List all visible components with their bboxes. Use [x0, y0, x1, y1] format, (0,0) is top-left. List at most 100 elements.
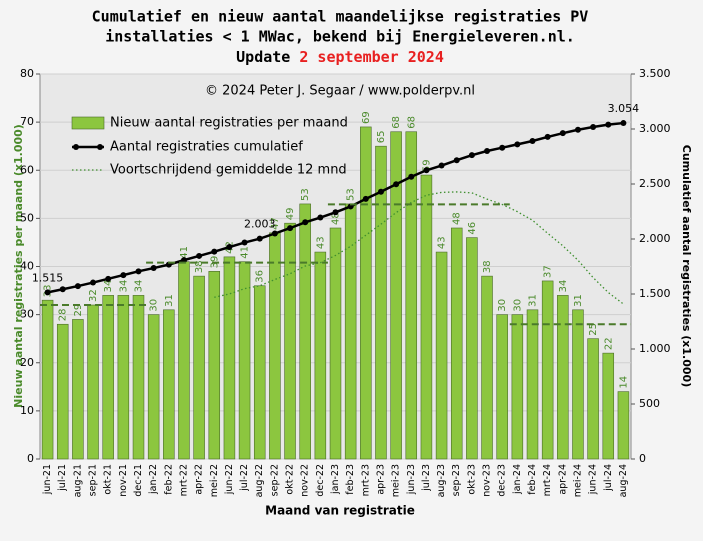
bar-label: 53 [300, 188, 311, 201]
x-tick-label: okt-23 [466, 464, 477, 495]
x-tick-label: aug-24 [618, 464, 629, 497]
bar-label: 34 [118, 280, 129, 293]
chart-title: Cumulatief en nieuw aantal maandelijkse … [92, 8, 589, 26]
y-tick-label: 10 [20, 404, 34, 417]
legend-marker [73, 144, 79, 150]
x-tick-label: dec-23 [497, 464, 508, 497]
x-tick-label: nov-23 [482, 464, 493, 497]
x-tick-label: apr-22 [194, 464, 205, 495]
update-date: 2 september 2024 [299, 48, 444, 66]
line-marker [59, 286, 66, 293]
line-marker [544, 133, 551, 140]
line-marker [574, 126, 581, 133]
bar [405, 131, 418, 460]
x-tick-label: jan-24 [512, 464, 523, 495]
bar [602, 352, 615, 460]
bar [102, 295, 114, 460]
x-tick-label: mei-24 [572, 464, 583, 497]
x-tick-label: jun-21 [42, 464, 53, 495]
y-tick-label: 80 [20, 67, 34, 80]
line-marker [44, 289, 51, 296]
bar-label: 69 [361, 111, 372, 124]
line-marker [620, 120, 627, 127]
bar-label: 30 [512, 299, 523, 312]
bar [572, 309, 584, 460]
bar [163, 309, 175, 460]
bar-label: 34 [103, 280, 114, 293]
line-marker [438, 162, 445, 169]
bar [466, 237, 478, 460]
line-marker [271, 230, 278, 237]
line-marker [287, 225, 294, 232]
x-tick-label: aug-21 [72, 464, 83, 497]
y2-tick-label: 2.000 [639, 232, 671, 245]
line-marker [150, 265, 157, 272]
bar-label: 41 [179, 246, 190, 259]
legend-label: Nieuw aantal registraties per maand [110, 116, 348, 131]
x-axis-title: Maand van registratie [265, 504, 415, 518]
bar-label: 29 [73, 304, 84, 317]
x-tick-label: apr-23 [375, 464, 386, 495]
bar-label: 59 [421, 159, 432, 172]
bar [56, 323, 69, 460]
bar [344, 203, 357, 460]
bar-label: 38 [482, 260, 493, 273]
y2-tick-label: 3.500 [639, 67, 671, 80]
x-tick-label: jul-24 [603, 464, 614, 492]
bar-label: 48 [331, 212, 342, 225]
bar-label: 49 [285, 207, 296, 220]
y-tick-label: 40 [20, 260, 34, 273]
line-marker [180, 257, 187, 264]
bar-label: 41 [240, 246, 251, 259]
bar [178, 261, 190, 460]
bar [238, 261, 251, 460]
x-tick-label: jan-22 [148, 464, 159, 495]
bar [450, 227, 463, 460]
bar-label: 31 [528, 294, 539, 307]
bar-label: 53 [346, 188, 357, 201]
line-marker [423, 167, 430, 174]
bar [87, 304, 99, 460]
bar-label: 48 [452, 212, 463, 225]
x-tick-label: jul-23 [421, 464, 432, 492]
bar [132, 295, 145, 460]
line-marker [484, 148, 491, 154]
x-tick-label: dec-21 [133, 464, 144, 497]
bar-label: 25 [588, 323, 599, 336]
bar [208, 271, 221, 460]
x-tick-label: sep-23 [451, 464, 462, 496]
bar [390, 131, 402, 460]
bar [193, 275, 205, 460]
bar [41, 299, 54, 460]
x-tick-label: aug-22 [254, 464, 265, 497]
y-tick-label: 30 [20, 308, 34, 321]
bar-label: 43 [315, 236, 326, 249]
bar [587, 338, 599, 460]
bar-label: 30 [149, 299, 160, 312]
bar [223, 256, 236, 460]
bar [511, 314, 524, 460]
y2-tick-label: 3.000 [639, 122, 671, 135]
bar-label: 32 [88, 289, 99, 302]
x-tick-label: feb-24 [527, 464, 538, 495]
x-tick-label: mrt-22 [178, 464, 189, 496]
legend-swatch [71, 116, 105, 130]
line-label: 1.515 [32, 271, 64, 284]
x-tick-label: okt-21 [103, 464, 114, 495]
bar [435, 251, 448, 460]
y2-tick-label: 1.000 [639, 342, 671, 355]
bar-label: 34 [558, 280, 569, 293]
y2-tick-label: 2.500 [639, 177, 671, 190]
y-axis-title: Nieuw aantal registraties per maand (x1.… [12, 124, 25, 408]
x-tick-label: mei-22 [209, 464, 220, 497]
line-marker [377, 188, 384, 195]
line-marker [514, 141, 521, 148]
bar-label: 14 [618, 376, 629, 389]
bar-label: 36 [255, 270, 266, 283]
line-marker [605, 121, 612, 128]
chart-title: Update 2 september 2024 [236, 48, 444, 66]
bar [253, 285, 266, 460]
line [214, 191, 624, 305]
bar [269, 232, 281, 460]
